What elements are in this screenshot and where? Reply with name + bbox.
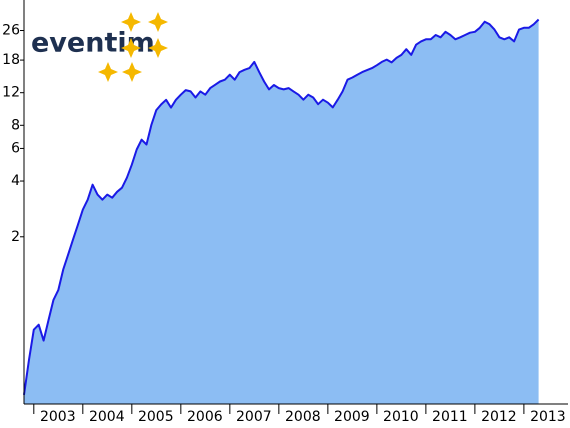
y-tick-label: 18 [2, 52, 20, 68]
logo-stars [98, 12, 168, 82]
x-tick-label: 2006 [187, 409, 223, 425]
x-tick-label: 2010 [383, 409, 419, 425]
x-tick-label: 2012 [481, 409, 517, 425]
x-tick-label: 2005 [138, 409, 174, 425]
logo: eventim [31, 12, 168, 82]
x-tick-label: 2008 [285, 409, 321, 425]
x-tick-label: 2004 [89, 409, 125, 425]
x-tick-label: 2007 [236, 409, 272, 425]
logo-text: eventim [31, 28, 155, 59]
x-tick-label: 2009 [334, 409, 370, 425]
y-tick-label: 2 [11, 229, 20, 245]
x-tick-label: 2013 [530, 409, 566, 425]
y-tick-label: 8 [11, 117, 20, 133]
y-tick-label: 6 [11, 140, 20, 156]
area [24, 19, 539, 404]
x-tick-label: 2003 [40, 409, 76, 425]
price-line [23, 18, 540, 396]
y-tick-label: 26 [2, 23, 20, 39]
y-tick-label: 4 [11, 173, 20, 189]
y-tick-label: 12 [2, 85, 20, 101]
x-tick-label: 2011 [432, 409, 468, 425]
